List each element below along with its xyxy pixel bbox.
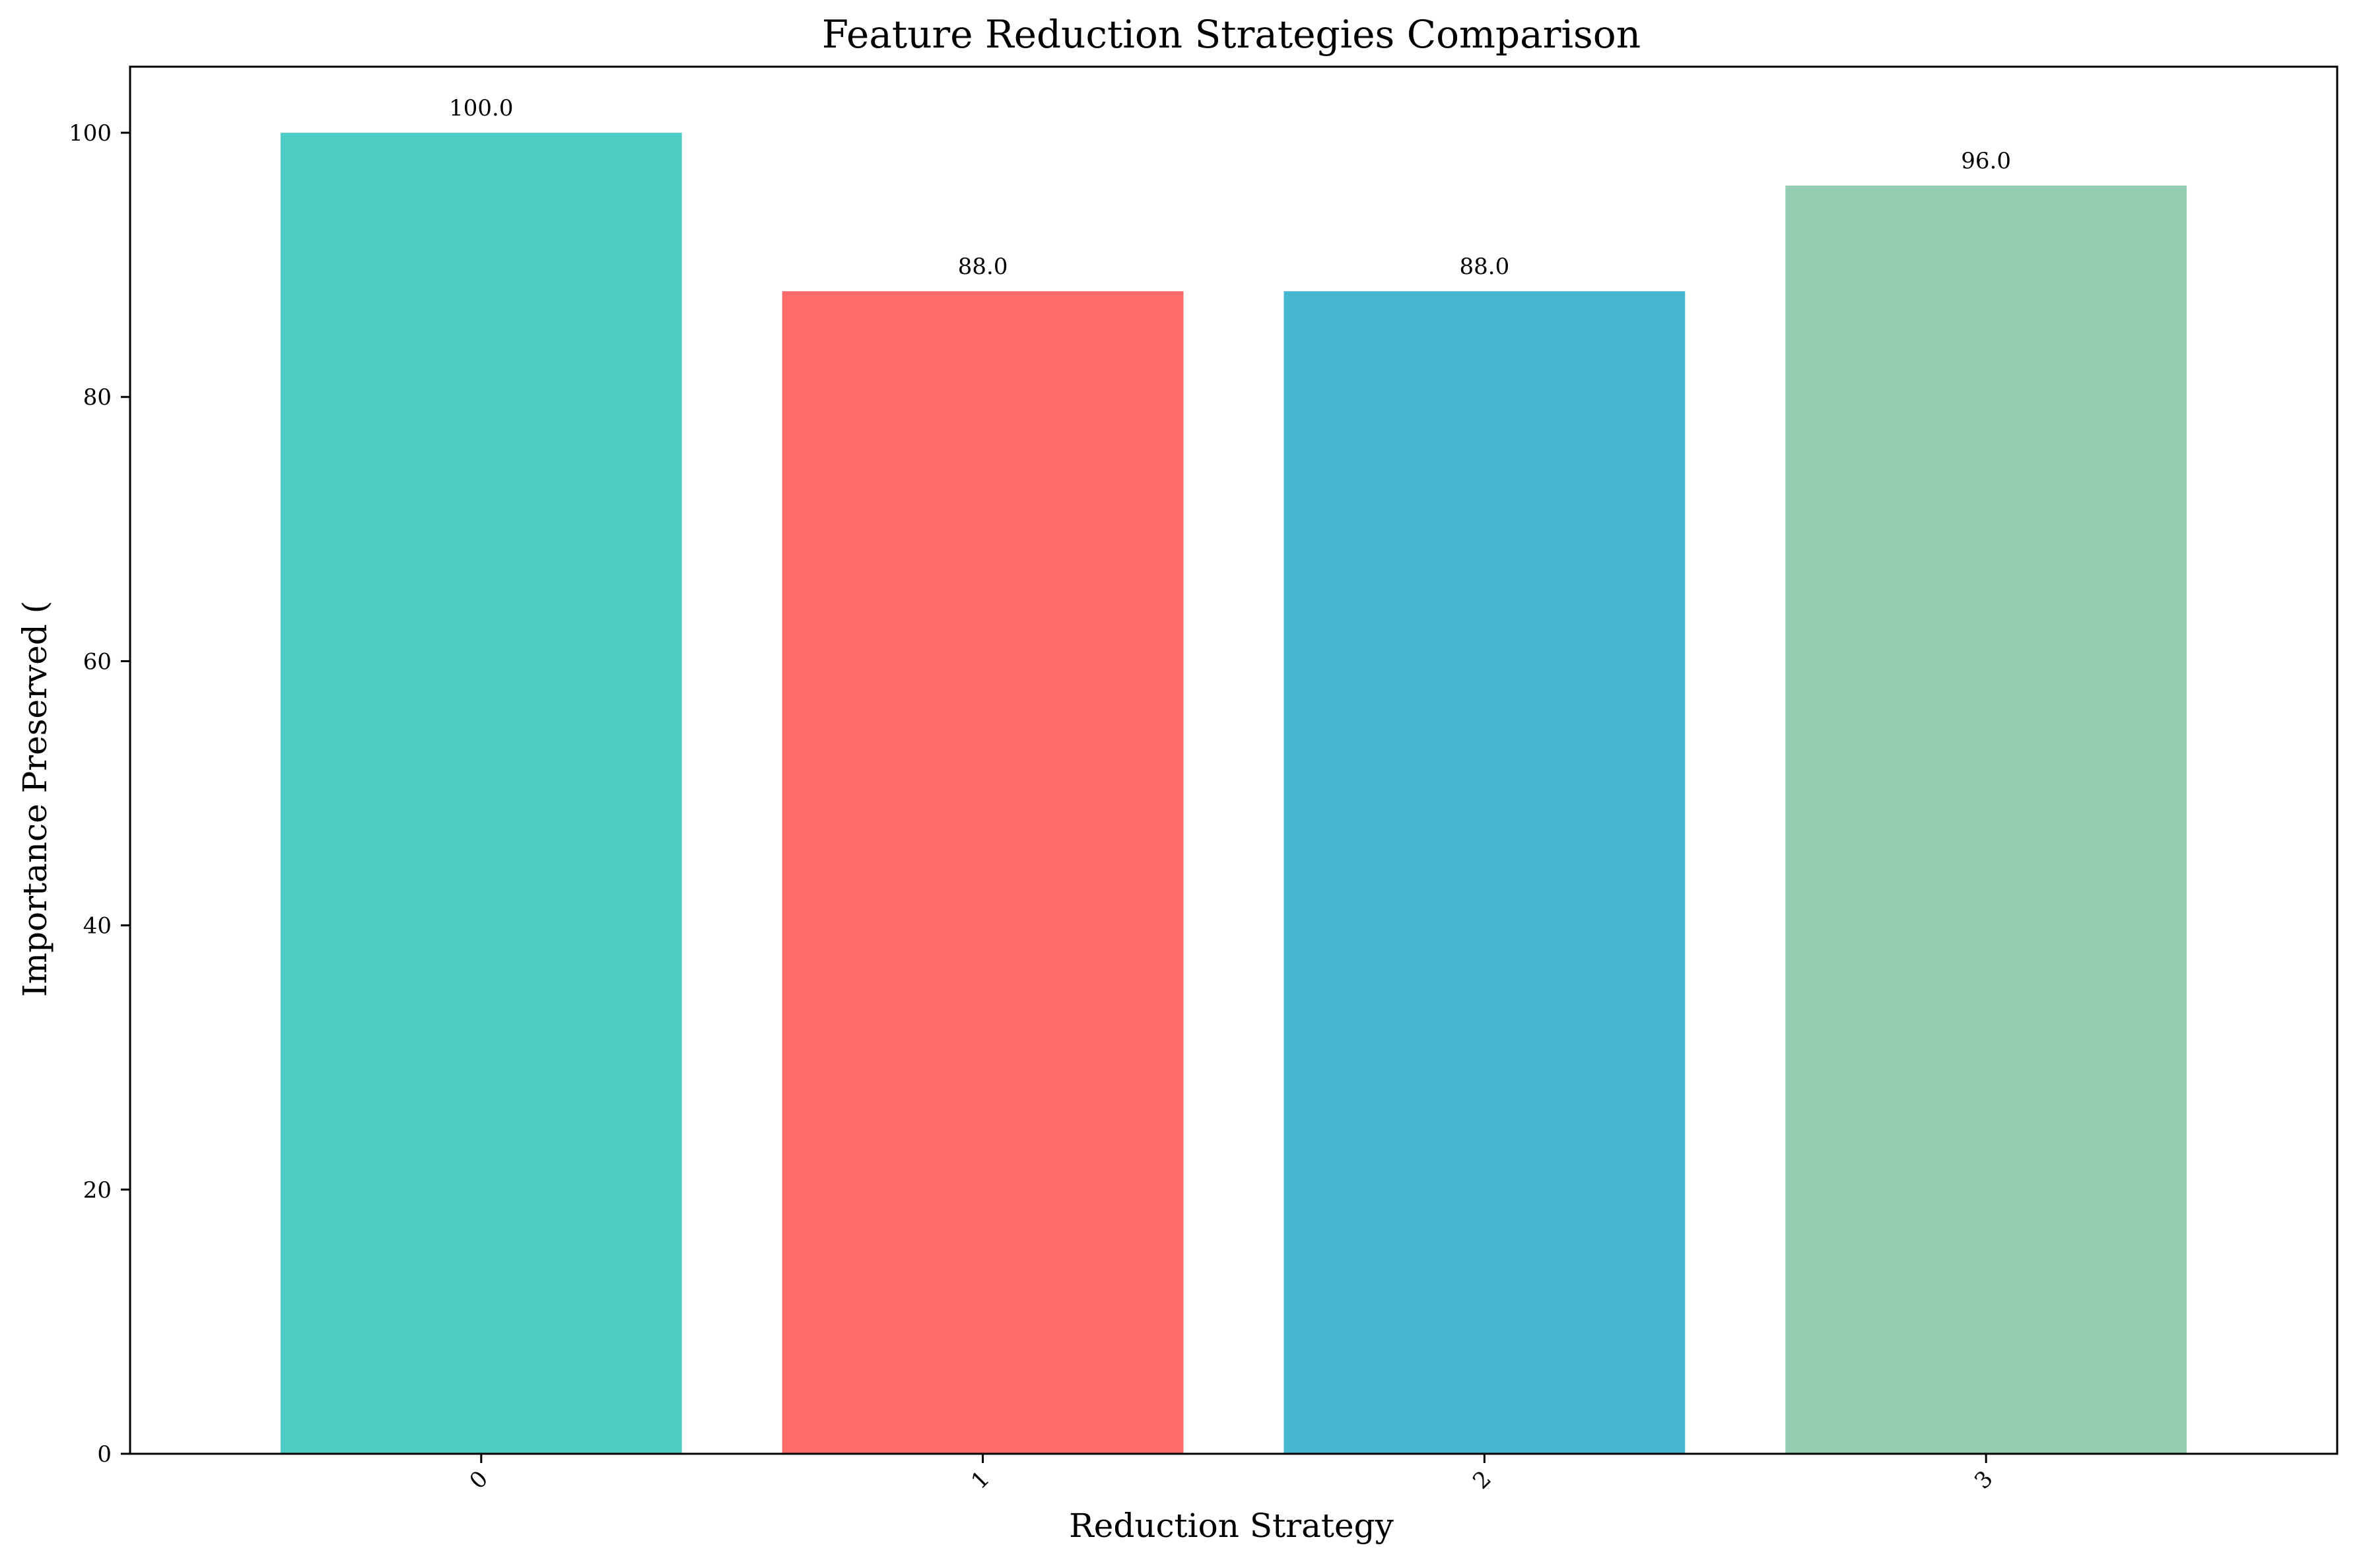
bars-layer: 100.0 88.0 88.0 96.0 xyxy=(280,95,2187,1454)
y-tick-label: 0 xyxy=(97,1441,112,1468)
value-label-2: 88.0 xyxy=(1460,254,1510,280)
bar-1 xyxy=(782,291,1184,1454)
y-tick-label: 80 xyxy=(83,384,112,411)
y-axis-label: Importance Preserved ( xyxy=(16,601,54,997)
value-label-1: 88.0 xyxy=(958,254,1008,280)
y-tick-label: 40 xyxy=(83,913,112,939)
bar-0 xyxy=(280,133,682,1454)
y-tick-label: 100 xyxy=(69,120,112,147)
chart-title: Feature Reduction Strategies Comparison xyxy=(822,12,1641,57)
value-label-3: 96.0 xyxy=(1961,148,2011,174)
x-axis-label: Reduction Strategy xyxy=(1069,1507,1394,1545)
bar-3 xyxy=(1785,186,2187,1454)
bar-2 xyxy=(1283,291,1686,1454)
y-tick-label: 60 xyxy=(83,648,112,675)
y-tick-label: 20 xyxy=(83,1177,112,1204)
plot-frame xyxy=(129,65,2339,1455)
y-axis-ticks: 0 20 40 60 80 100 xyxy=(69,120,130,1468)
value-label-0: 100.0 xyxy=(449,95,513,121)
